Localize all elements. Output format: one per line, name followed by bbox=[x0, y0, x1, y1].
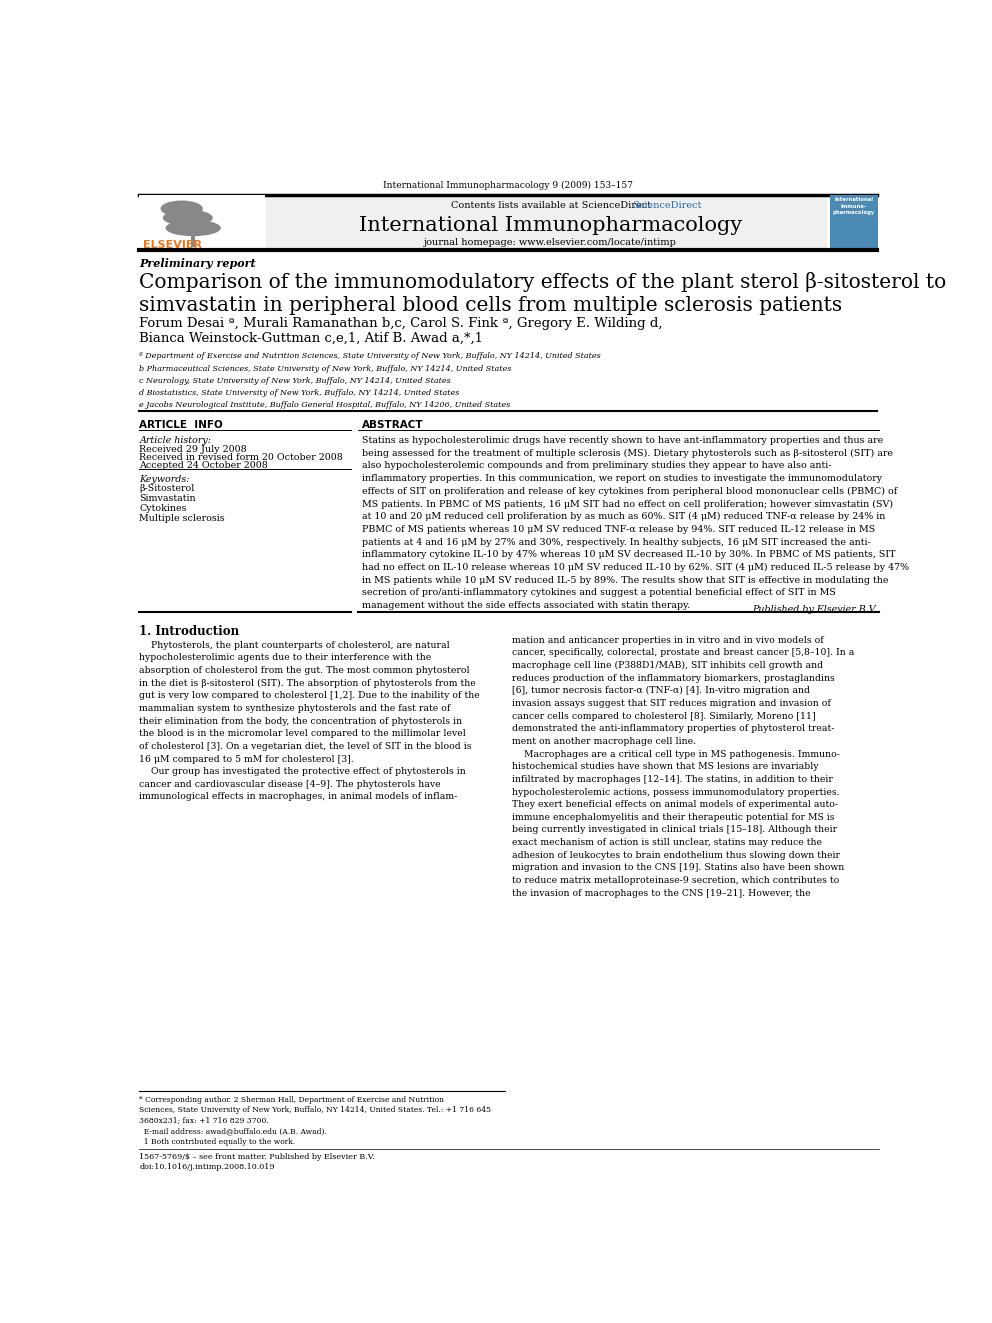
Text: Preliminary report: Preliminary report bbox=[139, 258, 256, 269]
Text: ARTICLE  INFO: ARTICLE INFO bbox=[139, 419, 223, 430]
Text: 1. Introduction: 1. Introduction bbox=[139, 626, 239, 638]
Text: Accepted 24 October 2008: Accepted 24 October 2008 bbox=[139, 462, 268, 470]
Text: Received in revised form 20 October 2008: Received in revised form 20 October 2008 bbox=[139, 454, 343, 462]
Ellipse shape bbox=[166, 220, 221, 237]
Text: International
Immuno-
pharmacology: International Immuno- pharmacology bbox=[833, 197, 875, 214]
Text: c Neurology, State University of New York, Buffalo, NY 14214, United States: c Neurology, State University of New Yor… bbox=[139, 377, 451, 385]
Text: Comparison of the immunomodulatory effects of the plant sterol β-sitosterol to
s: Comparison of the immunomodulatory effec… bbox=[139, 271, 946, 315]
Ellipse shape bbox=[163, 209, 213, 226]
Text: Multiple sclerosis: Multiple sclerosis bbox=[139, 515, 225, 524]
Text: journal homepage: www.elsevier.com/locate/intimp: journal homepage: www.elsevier.com/locat… bbox=[425, 238, 678, 247]
Text: International Immunopharmacology: International Immunopharmacology bbox=[359, 216, 742, 234]
Text: e Jacobs Neurological Institute, Buffalo General Hospital, Buffalo, NY 14206, Un: e Jacobs Neurological Institute, Buffalo… bbox=[139, 401, 511, 409]
Text: Cytokines: Cytokines bbox=[139, 504, 186, 513]
Text: Bianca Weinstock-Guttman c,e,1, Atif B. Awad a,*,1: Bianca Weinstock-Guttman c,e,1, Atif B. … bbox=[139, 332, 483, 345]
FancyBboxPatch shape bbox=[266, 197, 827, 249]
Text: Statins as hypocholesterolimic drugs have recently shown to have ant-inflammator: Statins as hypocholesterolimic drugs hav… bbox=[362, 435, 910, 610]
Text: Keywords:: Keywords: bbox=[139, 475, 189, 484]
Text: * Corresponding author. 2 Sherman Hall, Department of Exercise and Nutrition
Sci: * Corresponding author. 2 Sherman Hall, … bbox=[139, 1095, 491, 1146]
Text: Article history:: Article history: bbox=[139, 435, 211, 445]
Text: ScienceDirect: ScienceDirect bbox=[632, 201, 701, 209]
Ellipse shape bbox=[161, 201, 202, 217]
Text: ª Department of Exercise and Nutrition Sciences, State University of New York, B: ª Department of Exercise and Nutrition S… bbox=[139, 352, 601, 360]
Text: 1567-5769/$ – see front matter. Published by Elsevier B.V.
doi:10.1016/j.intimp.: 1567-5769/$ – see front matter. Publishe… bbox=[139, 1154, 375, 1171]
Text: Received 29 July 2008: Received 29 July 2008 bbox=[139, 445, 247, 454]
Text: ELSEVIER: ELSEVIER bbox=[143, 241, 202, 250]
Text: b Pharmaceutical Sciences, State University of New York, Buffalo, NY 14214, Unit: b Pharmaceutical Sciences, State Univers… bbox=[139, 365, 512, 373]
Text: Phytosterols, the plant counterparts of cholesterol, are natural
hypocholesterol: Phytosterols, the plant counterparts of … bbox=[139, 640, 480, 802]
Text: ABSTRACT: ABSTRACT bbox=[362, 419, 424, 430]
FancyBboxPatch shape bbox=[829, 196, 878, 249]
Text: Forum Desai ª, Murali Ramanathan b,c, Carol S. Fink ª, Gregory E. Wilding d,: Forum Desai ª, Murali Ramanathan b,c, Ca… bbox=[139, 316, 663, 329]
Text: d Biostatistics, State University of New York, Buffalo, NY 14214, United States: d Biostatistics, State University of New… bbox=[139, 389, 459, 397]
Text: Simvastatin: Simvastatin bbox=[139, 493, 196, 503]
FancyBboxPatch shape bbox=[190, 232, 195, 247]
FancyBboxPatch shape bbox=[139, 196, 265, 249]
Text: Published by Elsevier B.V.: Published by Elsevier B.V. bbox=[752, 605, 878, 614]
Text: β-Sitosterol: β-Sitosterol bbox=[139, 484, 194, 492]
Text: mation and anticancer properties in in vitro and in vivo models of
cancer, speci: mation and anticancer properties in in v… bbox=[512, 635, 855, 898]
Text: International Immunopharmacology 9 (2009) 153–157: International Immunopharmacology 9 (2009… bbox=[383, 181, 634, 191]
Text: Contents lists available at ScienceDirect: Contents lists available at ScienceDirec… bbox=[450, 201, 651, 209]
